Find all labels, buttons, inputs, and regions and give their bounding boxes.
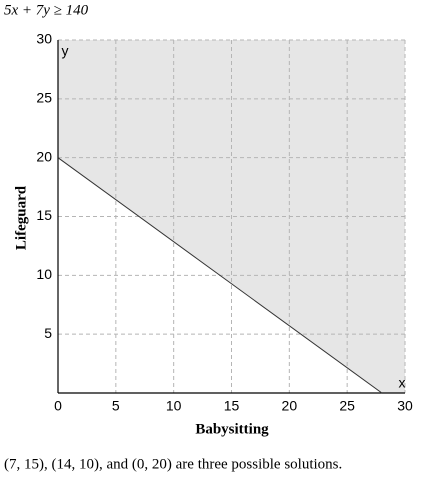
- y-tick-label: 10: [36, 266, 52, 282]
- chart-title: 5x + 7y ≥ 140: [4, 2, 89, 18]
- x-tick-label: 15: [224, 398, 240, 414]
- y-axis-letter: y: [62, 43, 69, 59]
- y-tick-label: 5: [44, 325, 52, 341]
- y-axis-label: Lifeguard: [13, 185, 29, 250]
- x-tick-label: 30: [397, 398, 413, 414]
- y-tick-label: 30: [36, 31, 52, 47]
- x-axis-letter: x: [399, 375, 406, 391]
- y-tick-label: 20: [36, 148, 52, 164]
- y-tick-label: 15: [36, 207, 52, 223]
- y-tick-label: 25: [36, 90, 52, 106]
- boundary-line: [57, 157, 383, 394]
- x-axis-label: Babysitting: [195, 421, 269, 437]
- caption: (7, 15), (14, 10), and (0, 20) are three…: [4, 456, 342, 472]
- x-tick-label: 20: [282, 398, 298, 414]
- x-tick-label: 0: [54, 398, 62, 414]
- x-tick-label: 5: [112, 398, 120, 414]
- x-tick-label: 10: [166, 398, 182, 414]
- x-tick-label: 25: [339, 398, 355, 414]
